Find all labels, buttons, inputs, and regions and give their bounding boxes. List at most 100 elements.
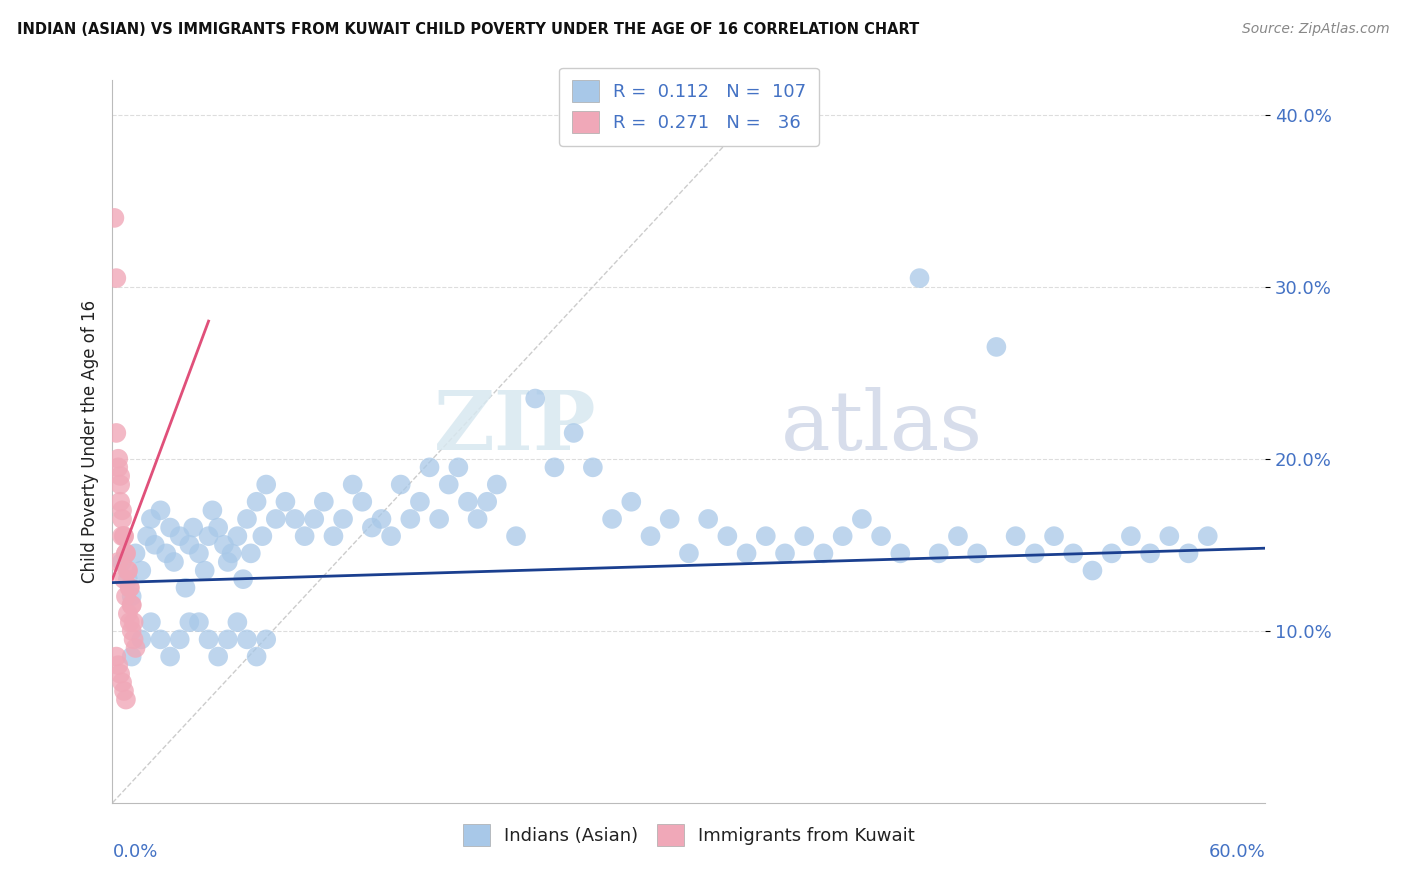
Immigrants from Kuwait bbox=[107, 460, 129, 475]
Indians (Asian) bbox=[437, 477, 460, 491]
Text: 0.0%: 0.0% bbox=[112, 843, 157, 861]
Text: atlas: atlas bbox=[782, 387, 983, 467]
Indians (Asian) bbox=[467, 512, 489, 526]
Indians (Asian) bbox=[174, 581, 197, 595]
Indians (Asian) bbox=[181, 520, 204, 534]
Indians (Asian) bbox=[389, 477, 412, 491]
Immigrants from Kuwait bbox=[122, 632, 145, 647]
Indians (Asian) bbox=[870, 529, 893, 543]
Indians (Asian) bbox=[212, 538, 235, 552]
Immigrants from Kuwait bbox=[117, 564, 139, 578]
Indians (Asian) bbox=[716, 529, 738, 543]
Indians (Asian) bbox=[121, 590, 143, 604]
Immigrants from Kuwait bbox=[118, 615, 141, 630]
Indians (Asian) bbox=[163, 555, 186, 569]
Indians (Asian) bbox=[773, 546, 796, 560]
Indians (Asian) bbox=[322, 529, 344, 543]
Immigrants from Kuwait bbox=[103, 211, 125, 225]
Immigrants from Kuwait bbox=[112, 529, 135, 543]
Indians (Asian) bbox=[928, 546, 950, 560]
Indians (Asian) bbox=[1062, 546, 1084, 560]
Indians (Asian) bbox=[254, 477, 277, 491]
Indians (Asian) bbox=[361, 520, 384, 534]
Immigrants from Kuwait bbox=[117, 607, 139, 621]
Indians (Asian) bbox=[232, 572, 254, 586]
Indians (Asian) bbox=[136, 529, 159, 543]
Immigrants from Kuwait bbox=[122, 615, 145, 630]
Indians (Asian) bbox=[505, 529, 527, 543]
Text: ZIP: ZIP bbox=[434, 387, 596, 467]
Indians (Asian) bbox=[1159, 529, 1181, 543]
Immigrants from Kuwait bbox=[115, 546, 138, 560]
Indians (Asian) bbox=[264, 512, 287, 526]
Indians (Asian) bbox=[169, 529, 191, 543]
Indians (Asian) bbox=[735, 546, 758, 560]
Indians (Asian) bbox=[194, 564, 217, 578]
Indians (Asian) bbox=[207, 649, 229, 664]
Immigrants from Kuwait bbox=[117, 564, 139, 578]
Immigrants from Kuwait bbox=[107, 658, 129, 673]
Indians (Asian) bbox=[697, 512, 720, 526]
Text: 60.0%: 60.0% bbox=[1209, 843, 1265, 861]
Indians (Asian) bbox=[908, 271, 931, 285]
Indians (Asian) bbox=[155, 546, 177, 560]
Indians (Asian) bbox=[149, 632, 172, 647]
Indians (Asian) bbox=[226, 615, 249, 630]
Indians (Asian) bbox=[294, 529, 316, 543]
Indians (Asian) bbox=[236, 512, 259, 526]
Indians (Asian) bbox=[124, 546, 146, 560]
Indians (Asian) bbox=[188, 615, 211, 630]
Indians (Asian) bbox=[524, 392, 547, 406]
Indians (Asian) bbox=[678, 546, 700, 560]
Indians (Asian) bbox=[1043, 529, 1066, 543]
Indians (Asian) bbox=[179, 615, 201, 630]
Immigrants from Kuwait bbox=[115, 546, 138, 560]
Indians (Asian) bbox=[197, 529, 219, 543]
Immigrants from Kuwait bbox=[107, 555, 129, 569]
Indians (Asian) bbox=[117, 572, 139, 586]
Indians (Asian) bbox=[793, 529, 815, 543]
Indians (Asian) bbox=[352, 494, 374, 508]
Indians (Asian) bbox=[207, 520, 229, 534]
Indians (Asian) bbox=[221, 546, 243, 560]
Indians (Asian) bbox=[419, 460, 441, 475]
Indians (Asian) bbox=[399, 512, 422, 526]
Immigrants from Kuwait bbox=[118, 581, 141, 595]
Indians (Asian) bbox=[640, 529, 662, 543]
Immigrants from Kuwait bbox=[121, 624, 143, 638]
Immigrants from Kuwait bbox=[121, 598, 143, 612]
Indians (Asian) bbox=[966, 546, 988, 560]
Indians (Asian) bbox=[658, 512, 681, 526]
Indians (Asian) bbox=[236, 632, 259, 647]
Immigrants from Kuwait bbox=[105, 425, 128, 440]
Indians (Asian) bbox=[159, 649, 181, 664]
Indians (Asian) bbox=[254, 632, 277, 647]
Immigrants from Kuwait bbox=[108, 477, 131, 491]
Indians (Asian) bbox=[179, 538, 201, 552]
Text: INDIAN (ASIAN) VS IMMIGRANTS FROM KUWAIT CHILD POVERTY UNDER THE AGE OF 16 CORRE: INDIAN (ASIAN) VS IMMIGRANTS FROM KUWAIT… bbox=[17, 22, 920, 37]
Indians (Asian) bbox=[159, 520, 181, 534]
Indians (Asian) bbox=[1139, 546, 1161, 560]
Immigrants from Kuwait bbox=[105, 649, 128, 664]
Indians (Asian) bbox=[121, 649, 143, 664]
Indians (Asian) bbox=[188, 546, 211, 560]
Indians (Asian) bbox=[143, 538, 166, 552]
Indians (Asian) bbox=[380, 529, 402, 543]
Immigrants from Kuwait bbox=[112, 684, 135, 698]
Indians (Asian) bbox=[600, 512, 623, 526]
Indians (Asian) bbox=[129, 564, 153, 578]
Indians (Asian) bbox=[477, 494, 499, 508]
Indians (Asian) bbox=[239, 546, 262, 560]
Immigrants from Kuwait bbox=[111, 529, 134, 543]
Indians (Asian) bbox=[1101, 546, 1123, 560]
Immigrants from Kuwait bbox=[111, 675, 134, 690]
Immigrants from Kuwait bbox=[115, 590, 138, 604]
Indians (Asian) bbox=[755, 529, 778, 543]
Indians (Asian) bbox=[332, 512, 354, 526]
Indians (Asian) bbox=[946, 529, 969, 543]
Indians (Asian) bbox=[889, 546, 911, 560]
Indians (Asian) bbox=[129, 632, 153, 647]
Indians (Asian) bbox=[284, 512, 307, 526]
Indians (Asian) bbox=[139, 615, 162, 630]
Immigrants from Kuwait bbox=[124, 640, 146, 655]
